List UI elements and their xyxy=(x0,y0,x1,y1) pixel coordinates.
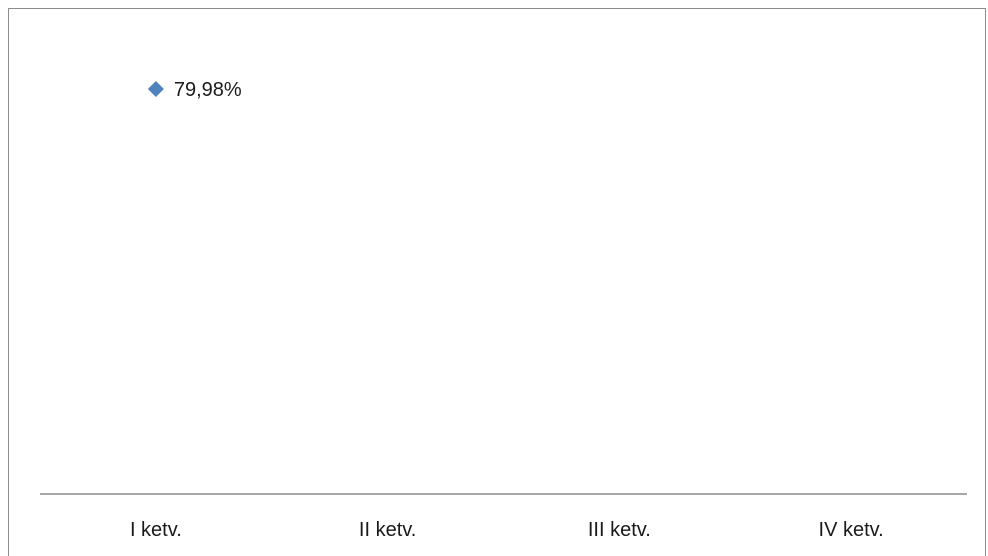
data-points xyxy=(147,81,164,97)
data-label: 79,98% xyxy=(174,79,242,101)
chart-frame xyxy=(8,8,986,556)
data-labels: 79,98% xyxy=(174,79,242,101)
x-tick-labels: I ketv. II ketv. III ketv. IV ketv. xyxy=(130,519,884,541)
data-point xyxy=(147,81,164,97)
x-tick-label: IV ketv. xyxy=(819,519,884,541)
x-tick-label: III ketv. xyxy=(588,519,651,541)
x-tick-label: II ketv. xyxy=(359,519,416,541)
x-tick-label: I ketv. xyxy=(130,519,182,541)
